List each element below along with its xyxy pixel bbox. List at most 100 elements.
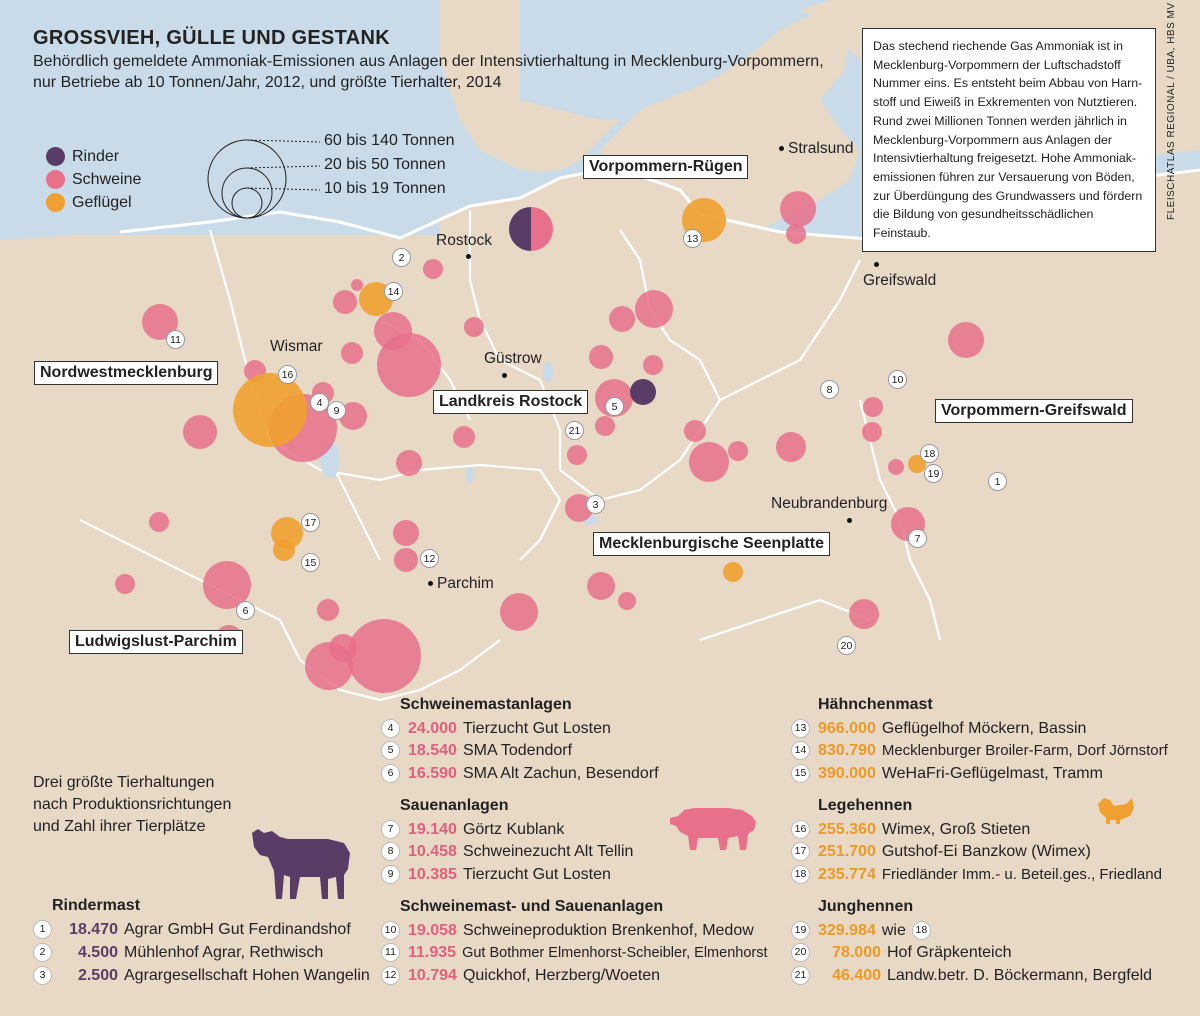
entry-mastsauen-11: 11 11.935 Gut Bothmer Elmenhorst-Scheibl… bbox=[381, 943, 768, 962]
entry-value: 255.360 bbox=[818, 820, 876, 838]
map-marker-14: 14 bbox=[384, 282, 403, 301]
region-vorpommern-ruegen: Vorpommern-Rügen bbox=[583, 155, 749, 179]
entry-value: 830.790 bbox=[818, 741, 876, 759]
entry-number: 5 bbox=[381, 741, 400, 760]
city-greifswald-label: Greifswald bbox=[863, 272, 937, 289]
source-credit: FLEISCHATLAS REGIONAL / UBA, HBS MV bbox=[1166, 2, 1177, 220]
entry-name: wie bbox=[881, 921, 906, 939]
legend-schweine: Schweine bbox=[46, 170, 141, 189]
entry-name: Schweinezucht Alt Tellin bbox=[462, 842, 634, 860]
city-greifswald: Greifswald bbox=[863, 272, 936, 290]
map-marker-20: 20 bbox=[837, 636, 856, 655]
map-marker-19: 19 bbox=[924, 464, 943, 483]
entry-number: 10 bbox=[381, 921, 400, 940]
intro-line-2: nach Produktionsrichtungen bbox=[33, 796, 232, 813]
intro-line-1: Drei größte Tierhaltungen bbox=[33, 774, 215, 791]
city-wismar: Wismar bbox=[270, 338, 323, 356]
region-mecklenburgische-seenplatte: Mecklenburgische Seenplatte bbox=[593, 532, 830, 556]
entry-name: Wimex, Groß Stieten bbox=[881, 820, 1031, 838]
bubble bbox=[595, 416, 615, 436]
section-head-haehnchen: Hähnchenmast bbox=[818, 696, 933, 713]
size-legend bbox=[207, 139, 321, 219]
section-head-mastsauen: Schweinemast- und Sauenanlagen bbox=[400, 898, 664, 915]
entry-value: 251.700 bbox=[818, 842, 876, 860]
bubble-half-schweine bbox=[531, 207, 553, 251]
entry-rindermast-2: 2 4.500 Mühlenhof Agrar, Rethwisch bbox=[33, 943, 323, 962]
entry-value: 10.458 bbox=[408, 842, 457, 860]
bubble bbox=[453, 426, 475, 448]
map-marker-3: 3 bbox=[586, 495, 605, 514]
bubble bbox=[341, 342, 363, 364]
entry-value: 966.000 bbox=[818, 719, 876, 737]
cow-icon bbox=[252, 829, 350, 899]
bubble bbox=[587, 572, 615, 600]
city-guestrow-pin bbox=[498, 367, 511, 385]
size-label-large: 60 bis 140 Tonnen bbox=[324, 132, 455, 149]
sea-west bbox=[0, 0, 440, 235]
bubble bbox=[333, 290, 357, 314]
bubble bbox=[948, 322, 984, 358]
city-stralsund-label: Stralsund bbox=[788, 140, 854, 157]
entry-name: WeHaFri-Geflügelmast, Tramm bbox=[881, 764, 1103, 782]
section-head-junghennen: Junghennen bbox=[818, 898, 914, 915]
region-landkreis-rostock: Landkreis Rostock bbox=[433, 390, 589, 414]
map-marker-9: 9 bbox=[327, 401, 346, 420]
city-neubrandenburg: Neubrandenburg bbox=[771, 495, 887, 513]
entry-name: Agrargesellschaft Hohen Wangelin bbox=[124, 966, 370, 984]
legend-gefluegel-label: Geflügel bbox=[72, 193, 132, 211]
entry-name: Gut Bothmer Elmenhorst-Scheibler, Elmenh… bbox=[462, 944, 768, 961]
entry-name: Mühlenhof Agrar, Rethwisch bbox=[124, 943, 324, 961]
entry-legehennen-17: 17 251.700 Gutshof-Ei Banzkow (Wimex) bbox=[791, 842, 1091, 861]
entry-number: 20 bbox=[791, 943, 810, 962]
rinder-dot-icon bbox=[46, 147, 65, 166]
entry-name: Hof Gräpkenteich bbox=[887, 943, 1012, 961]
bubble bbox=[728, 441, 748, 461]
bubble bbox=[780, 191, 816, 227]
entry-value: 10.794 bbox=[408, 966, 457, 984]
bubble bbox=[643, 355, 663, 375]
bubble bbox=[689, 442, 729, 482]
map-marker-4: 4 bbox=[310, 393, 329, 412]
entry-number: 21 bbox=[791, 966, 810, 985]
pig-icon bbox=[670, 808, 756, 850]
bubble bbox=[618, 592, 636, 610]
entry-rindermast-3: 3 2.500 Agrargesellschaft Hohen Wangelin bbox=[33, 966, 370, 985]
entry-haehnchen-15: 15 390.000 WeHaFri-Geflügelmast, Tramm bbox=[791, 764, 1103, 783]
entry-number: 7 bbox=[381, 820, 400, 839]
entry-name: Tierzucht Gut Losten bbox=[462, 865, 611, 883]
map-marker-2: 2 bbox=[392, 248, 411, 267]
map-title: GROSSVIEH, GÜLLE UND GESTANK bbox=[33, 27, 390, 49]
entry-number: 13 bbox=[791, 719, 810, 738]
city-rostock-pin bbox=[462, 248, 475, 266]
city-parchim-label: Parchim bbox=[437, 575, 494, 592]
entry-mastsauen-12: 12 10.794 Quickhof, Herzberg/Woeten bbox=[381, 966, 660, 985]
entry-name: SMA Alt Zachun, Besendorf bbox=[462, 764, 659, 782]
city-pin-icon bbox=[466, 254, 471, 260]
map-marker-7: 7 bbox=[908, 529, 927, 548]
entry-name: Mecklenburger Broiler-Farm, Dorf Jörnsto… bbox=[881, 742, 1168, 759]
entry-number: 1 bbox=[33, 920, 52, 939]
entry-name: Quickhof, Herzberg/Woeten bbox=[462, 966, 661, 984]
bubble bbox=[776, 432, 806, 462]
map-subtitle: Behördlich gemeldete Ammoniak-Emissionen… bbox=[33, 51, 853, 93]
entry-number: 8 bbox=[381, 842, 400, 861]
entry-value: 18.470 bbox=[69, 920, 118, 938]
bubble bbox=[393, 520, 419, 546]
info-box: Das stechend riechende Gas Ammoniak ist … bbox=[862, 28, 1156, 252]
legend-schweine-label: Schweine bbox=[72, 170, 142, 188]
entry-value: 18.540 bbox=[408, 741, 457, 759]
entry-name: Schweineproduktion Brenkenhof, Medow bbox=[462, 921, 754, 939]
bubble bbox=[888, 459, 904, 475]
bubble bbox=[351, 279, 363, 291]
intro-text: Drei größte Tierhaltungen nach Produktio… bbox=[33, 772, 231, 838]
city-pin-icon bbox=[428, 581, 433, 587]
entry-value: 78.000 bbox=[832, 943, 881, 961]
bubbles-gefluegel bbox=[233, 198, 926, 582]
entry-value: 11.935 bbox=[408, 943, 457, 961]
city-pin-icon bbox=[779, 146, 784, 152]
size-label-small: 10 bis 19 Tonnen bbox=[324, 180, 446, 197]
city-pin-icon bbox=[502, 373, 507, 379]
bubble bbox=[273, 539, 295, 561]
bubble bbox=[317, 599, 339, 621]
city-guestrow-label: Güstrow bbox=[484, 350, 542, 367]
